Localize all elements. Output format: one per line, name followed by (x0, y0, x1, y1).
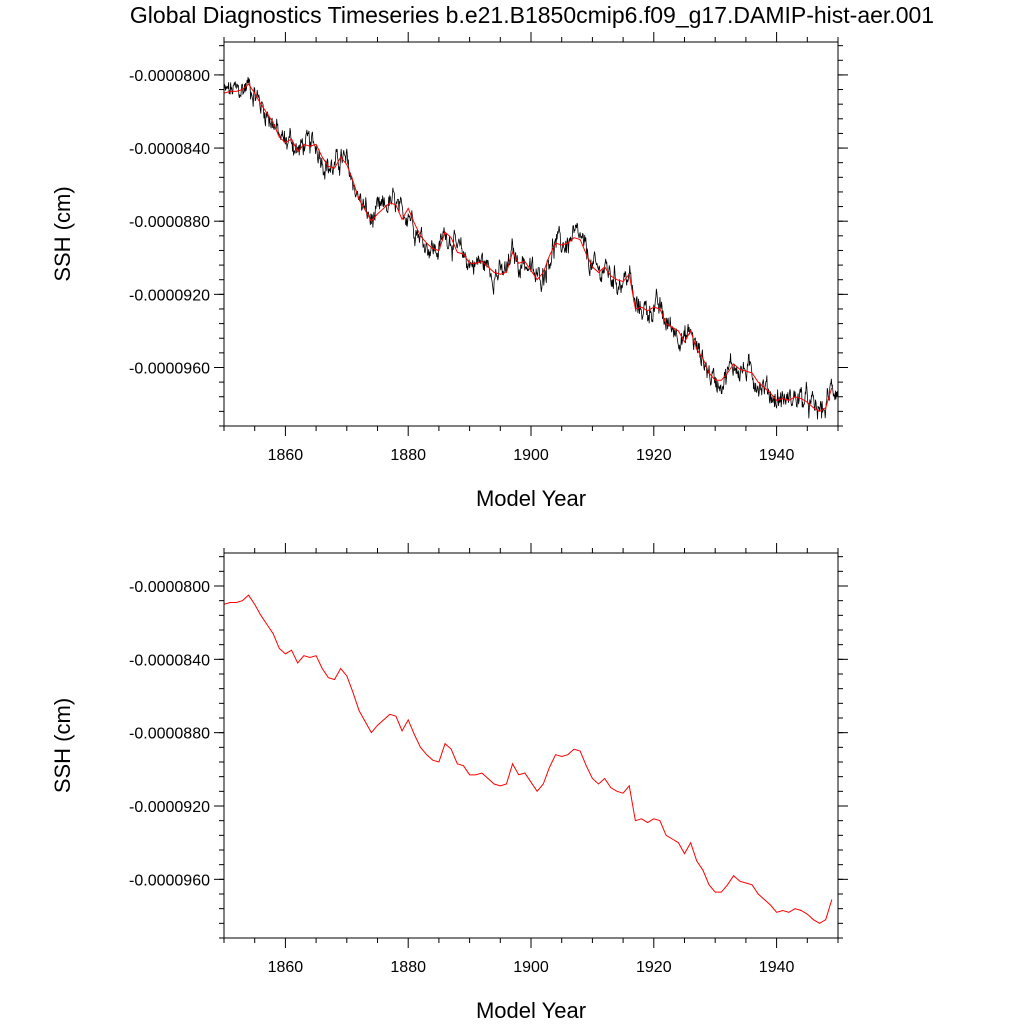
y-tick-label: -0.0000800 (129, 68, 210, 85)
x-tick-label: 1940 (759, 959, 795, 976)
y-tick-label: -0.0000920 (129, 287, 210, 304)
y-axis-label: SSH (cm) (50, 698, 75, 793)
panel-monthly-annual: 1860 1880 1900 1920 1940 -0.0000800 -0.0000840… (50, 32, 848, 511)
series-line-annual (224, 83, 833, 412)
x-axis-label: Model Year (476, 998, 586, 1023)
panel-annual: 1860 1880 1900 1920 1940 -0.0000800 -0.0000840… (50, 543, 848, 1023)
series-line-monthly (224, 77, 838, 420)
y-tick-label: -0.0000880 (129, 214, 210, 231)
x-tick-label: 1900 (513, 447, 549, 464)
y-tick-label: -0.0000960 (129, 872, 210, 889)
x-tick-label: 1920 (636, 447, 672, 464)
x-tick-label: 1940 (759, 447, 795, 464)
y-tick-label: -0.0000920 (129, 799, 210, 816)
x-tick-label: 1860 (268, 959, 304, 976)
chart-title: Global Diagnostics Timeseries b.e21.B185… (129, 2, 935, 28)
x-tick-label: 1920 (636, 959, 672, 976)
x-tick-label: 1860 (268, 447, 304, 464)
y-tick-label: -0.0000840 (129, 141, 210, 158)
plot-area (224, 77, 838, 420)
plot-area (224, 594, 833, 924)
x-tick-label: 1880 (390, 447, 426, 464)
series-line-annual (224, 594, 833, 924)
x-tick-label: 1900 (513, 959, 549, 976)
y-axis-label: SSH (cm) (50, 186, 75, 281)
x-tick-label: 1880 (390, 959, 426, 976)
y-tick-label: -0.0000960 (129, 360, 210, 377)
y-tick-label: -0.0000840 (129, 652, 210, 669)
plot-frame (223, 41, 839, 427)
y-tick-label: -0.0000800 (129, 579, 210, 596)
y-tick-label: -0.0000880 (129, 726, 210, 743)
x-axis-label: Model Year (476, 486, 586, 511)
plot-frame (223, 552, 839, 939)
